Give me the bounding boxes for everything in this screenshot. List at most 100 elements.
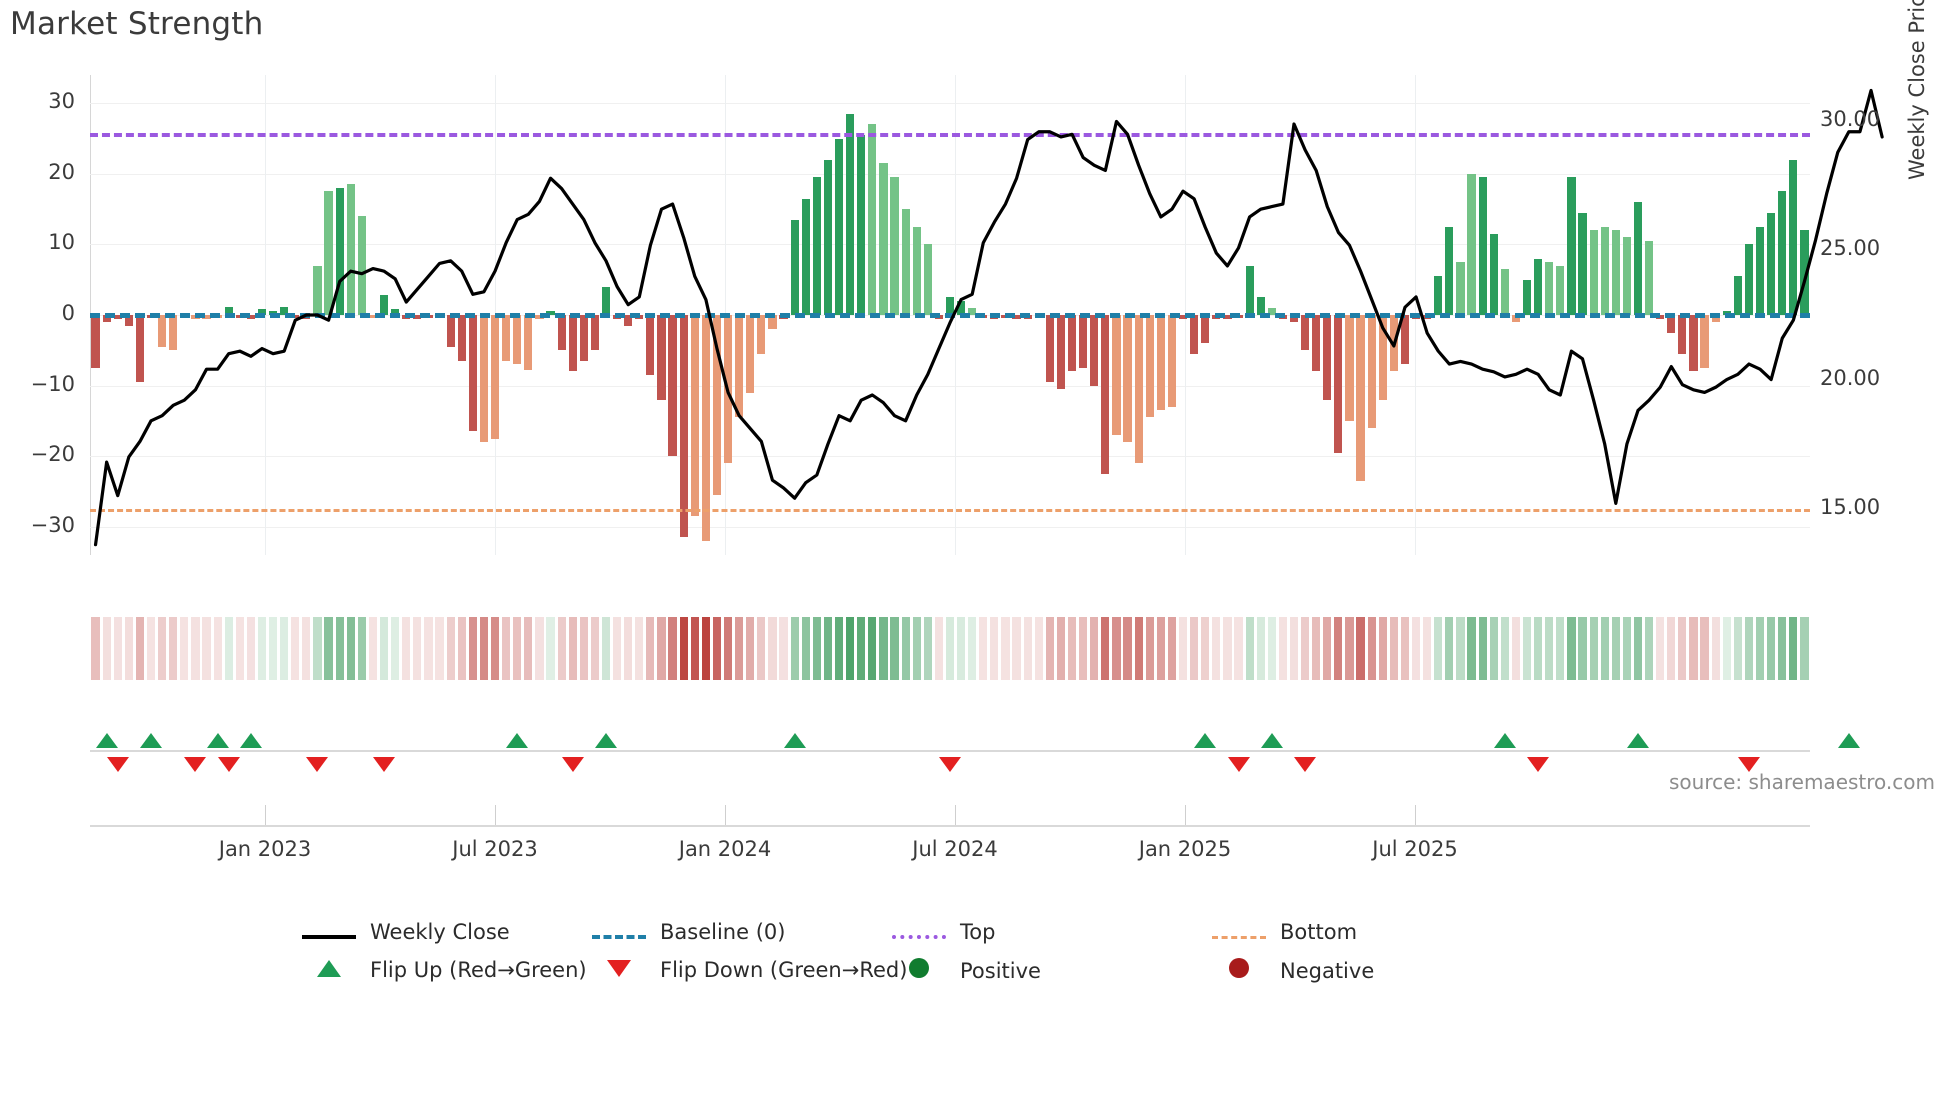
- strength-bar: [1644, 240, 1654, 315]
- strength-bar: [735, 315, 744, 418]
- heat-cell: [169, 617, 178, 680]
- strength-bar: [1800, 230, 1809, 315]
- main-chart-panel: [90, 75, 1884, 555]
- heat-cell: [1256, 617, 1265, 680]
- strength-bar: [1267, 307, 1276, 315]
- heat-cell: [757, 617, 766, 680]
- gridline-y: [90, 244, 1810, 246]
- reference-line-bottom: [90, 509, 1810, 513]
- strength-bar: [257, 308, 267, 315]
- heat-cell: [1289, 617, 1299, 680]
- strength-bar: [1300, 315, 1310, 351]
- heat-cell: [202, 617, 211, 680]
- heat-cell: [1467, 617, 1476, 680]
- weekly-close-line: [93, 88, 1884, 547]
- heat-cell: [1112, 617, 1121, 680]
- heat-cell: [235, 617, 244, 680]
- heat-cell: [635, 617, 644, 680]
- legend-item-flip-down-green-red[interactable]: Flip Down (Green→Red): [590, 958, 907, 982]
- heat-cell: [979, 617, 988, 680]
- legend-marker-glyph: [1229, 958, 1249, 978]
- heat-cell: [135, 617, 145, 680]
- heat-cell: [1522, 617, 1532, 680]
- heat-cell: [1356, 617, 1365, 680]
- legend-item-bottom[interactable]: Bottom: [1210, 920, 1357, 944]
- strength-bar: [1090, 315, 1099, 386]
- strength-bar: [468, 315, 477, 432]
- legend-item-top[interactable]: Top: [890, 920, 995, 944]
- strength-bar: [1445, 226, 1454, 315]
- heat-cell: [1500, 617, 1509, 680]
- heat-cell: [535, 617, 544, 680]
- flip-down-marker: [373, 757, 396, 772]
- heat-cell: [1489, 617, 1498, 680]
- strength-bar: [513, 315, 522, 365]
- heat-cell: [1478, 617, 1487, 680]
- strength-bar: [668, 315, 677, 457]
- x-tick-label: Jul 2024: [912, 837, 998, 861]
- legend-item-weekly-close[interactable]: Weekly Close: [300, 920, 510, 944]
- legend-swatch-dotted-line-icon: [890, 920, 948, 944]
- strength-bar: [912, 226, 921, 315]
- flip-down-marker: [306, 757, 329, 772]
- strength-bar: [379, 295, 389, 315]
- heat-cell: [1456, 617, 1465, 680]
- strength-bar: [1633, 202, 1643, 315]
- heat-cell: [1079, 617, 1088, 680]
- heat-cell: [646, 617, 655, 680]
- heat-cell: [779, 617, 788, 680]
- strength-bar: [1123, 315, 1132, 443]
- strength-bar: [701, 315, 710, 541]
- strength-bar: [1356, 315, 1365, 481]
- strength-bar: [1711, 315, 1720, 323]
- strength-bar: [1522, 279, 1532, 315]
- strength-bar: [1678, 315, 1687, 354]
- legend-label: Flip Up (Red→Green): [370, 958, 587, 982]
- x-tick-label: Jan 2024: [678, 837, 772, 861]
- legend-item-negative[interactable]: Negative: [1210, 958, 1374, 983]
- strength-bar: [1600, 226, 1609, 315]
- strength-bar: [1145, 315, 1154, 418]
- flip-down-marker: [1737, 757, 1760, 772]
- legend-item-baseline-0[interactable]: Baseline (0): [590, 920, 785, 944]
- heat-cell: [846, 617, 855, 680]
- flip-down-marker: [1527, 757, 1550, 772]
- y-tick-label-left: 20: [48, 159, 75, 184]
- strength-bar: [890, 177, 899, 315]
- legend-item-flip-up-red-green[interactable]: Flip Up (Red→Green): [300, 958, 587, 982]
- strength-bar: [712, 315, 722, 495]
- strength-bar: [1190, 315, 1199, 354]
- heat-cell: [1411, 617, 1421, 680]
- strength-bar: [102, 315, 111, 323]
- legend-marker-glyph: [607, 960, 631, 977]
- heat-cell: [701, 617, 710, 680]
- strength-bar: [823, 159, 833, 315]
- strength-bar: [524, 315, 533, 371]
- heat-cell: [1689, 617, 1698, 680]
- strength-bar: [1534, 258, 1543, 315]
- heat-cell: [1012, 617, 1021, 680]
- heat-cell: [1201, 617, 1210, 680]
- strength-bar: [1245, 265, 1254, 315]
- legend-label: Weekly Close: [370, 920, 510, 944]
- heat-cell: [679, 617, 688, 680]
- strength-bar: [1345, 315, 1354, 421]
- strength-bar: [391, 308, 400, 315]
- strength-bar: [568, 315, 577, 372]
- strength-bar: [1689, 315, 1698, 372]
- strength-bar: [1323, 315, 1332, 400]
- x-tick-label: Jul 2025: [1372, 837, 1458, 861]
- strength-bar: [1434, 276, 1443, 315]
- legend-item-positive[interactable]: Positive: [890, 958, 1041, 983]
- strength-bar: [1256, 297, 1265, 315]
- heat-cell: [357, 617, 366, 680]
- flip-axis-line: [90, 750, 1810, 752]
- y-tick-label-left: 30: [48, 89, 75, 114]
- strength-bar: [1567, 177, 1576, 315]
- flip-down-marker: [184, 757, 207, 772]
- strength-bar: [346, 184, 355, 315]
- heat-cell: [1778, 617, 1787, 680]
- heat-cell: [968, 617, 977, 680]
- strength-bar: [1201, 315, 1210, 344]
- heat-cell: [335, 617, 344, 680]
